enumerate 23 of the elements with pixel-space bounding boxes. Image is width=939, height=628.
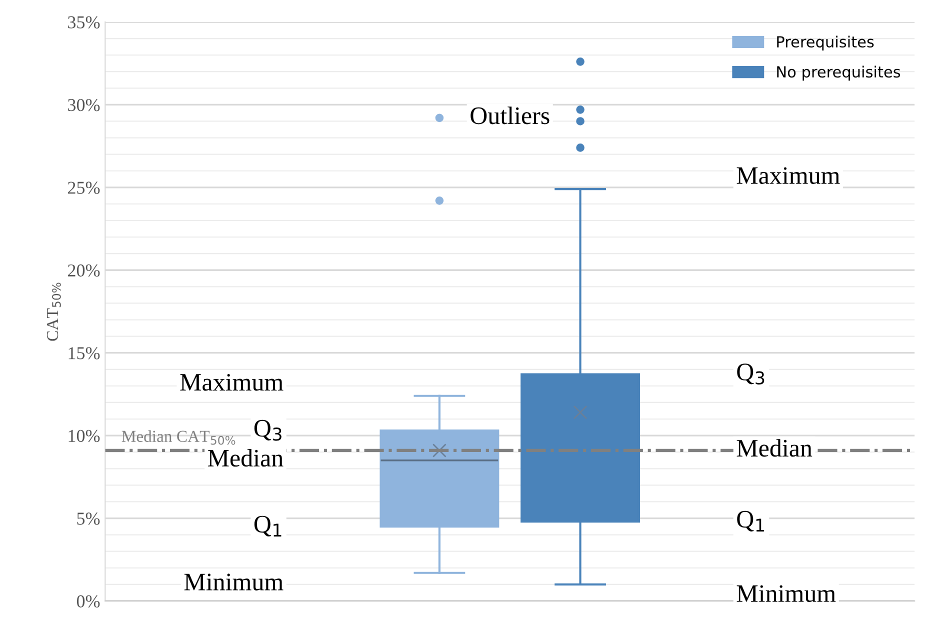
legend-label: No prerequisites [777, 66, 900, 81]
annotation: Maximum [736, 167, 840, 184]
annotation: Q$_{3}$ [254, 420, 282, 441]
y-tick-label: 15% [68, 347, 100, 360]
annotation: Median [736, 439, 812, 457]
annotation: Q$_{1}$ [254, 516, 282, 536]
y-axis-title: CAT$_{50%}$ [46, 282, 61, 341]
annotation: Q$_{1}$ [737, 510, 764, 532]
annotation: Minimum [736, 585, 836, 602]
y-tick-label: 35% [68, 16, 100, 28]
annotation: Minimum [184, 574, 284, 590]
y-tick-label: 0% [76, 595, 100, 608]
annotation: Outliers [470, 106, 550, 124]
y-tick-label: 25% [68, 182, 100, 194]
y-tick-label: 30% [68, 98, 100, 112]
legend-label: Prerequisites [777, 36, 874, 51]
annotation: Maximum [180, 374, 284, 391]
annotation: Q$_{3}$ [737, 364, 764, 385]
ref-line-label: Median CAT$_{50%}$ [122, 430, 236, 445]
y-tick-label: 20% [68, 264, 100, 277]
y-tick-label: 10% [68, 430, 100, 442]
annotation: Median [208, 449, 284, 467]
y-tick-label: 5% [77, 512, 100, 525]
